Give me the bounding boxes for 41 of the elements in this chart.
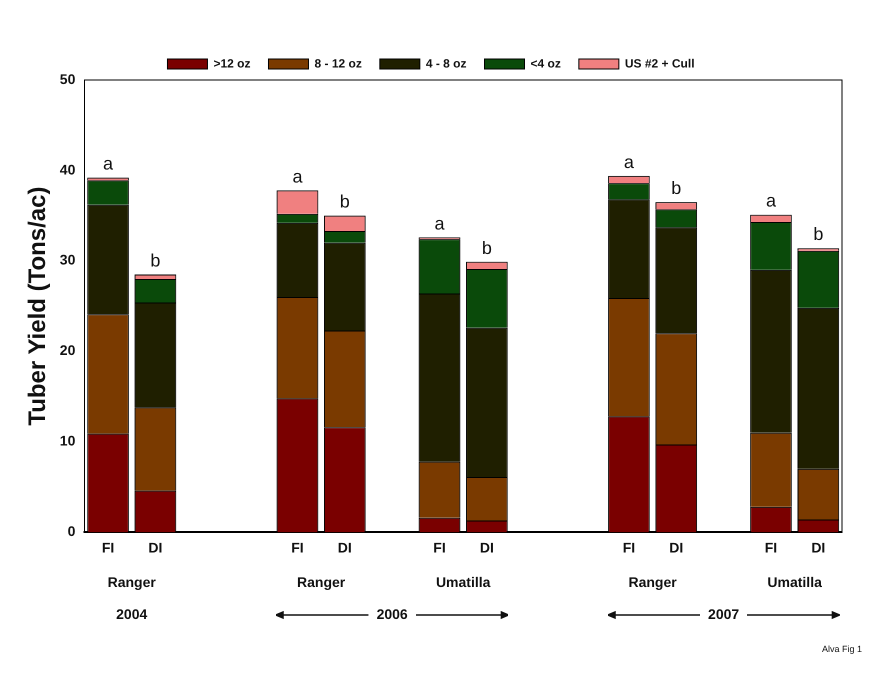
annotation: a [766,190,777,211]
annotation: b [813,224,824,244]
legend-label: <4 oz [530,56,561,70]
x-tick-label: DI [669,539,684,556]
x-tick-label: FI [102,539,114,556]
label: Umatilla [767,574,822,590]
label: 2006 [376,606,408,622]
label: 2004 [116,606,148,622]
annotation: b [482,238,492,258]
label: Ranger [628,574,677,590]
label: Ranger [108,574,156,590]
annotation: b [150,250,160,270]
y-tick-label: 50 [60,70,76,87]
annotation: b [671,178,682,198]
legend-label: 4 - 8 oz [426,56,467,70]
x-tick-label: DI [480,539,494,556]
x-tick-label: FI [433,539,446,556]
y-tick-label: 40 [60,161,76,178]
annotation: a [434,213,446,234]
legend-label: 8 - 12 oz [314,56,362,70]
annotation: a [103,154,114,174]
label: 2007 [708,606,740,622]
y-axis-title: Tuber Yield (Tons/ac) [24,186,52,426]
y-tick-label: 30 [60,252,76,268]
legend-label: US #2 + Cull [624,56,695,70]
y-tick-label: 20 [60,342,76,358]
x-tick-label: DI [338,539,352,556]
annotation: a [624,152,635,172]
x-tick-label: DI [148,539,162,556]
x-tick-label: FI [764,539,778,556]
annotation: a [292,166,304,186]
annotation: b [340,192,350,212]
y-tick-label: 0 [68,523,76,540]
legend-label: >12 oz [213,56,250,70]
x-tick-label: DI [811,539,826,556]
x-tick-label: FI [291,539,304,556]
y-tick-label: 10 [60,432,76,449]
label: Alva Fig 1 [822,644,862,654]
x-tick-label: FI [622,539,636,556]
label: Ranger [297,574,346,590]
label: Umatilla [436,574,490,590]
